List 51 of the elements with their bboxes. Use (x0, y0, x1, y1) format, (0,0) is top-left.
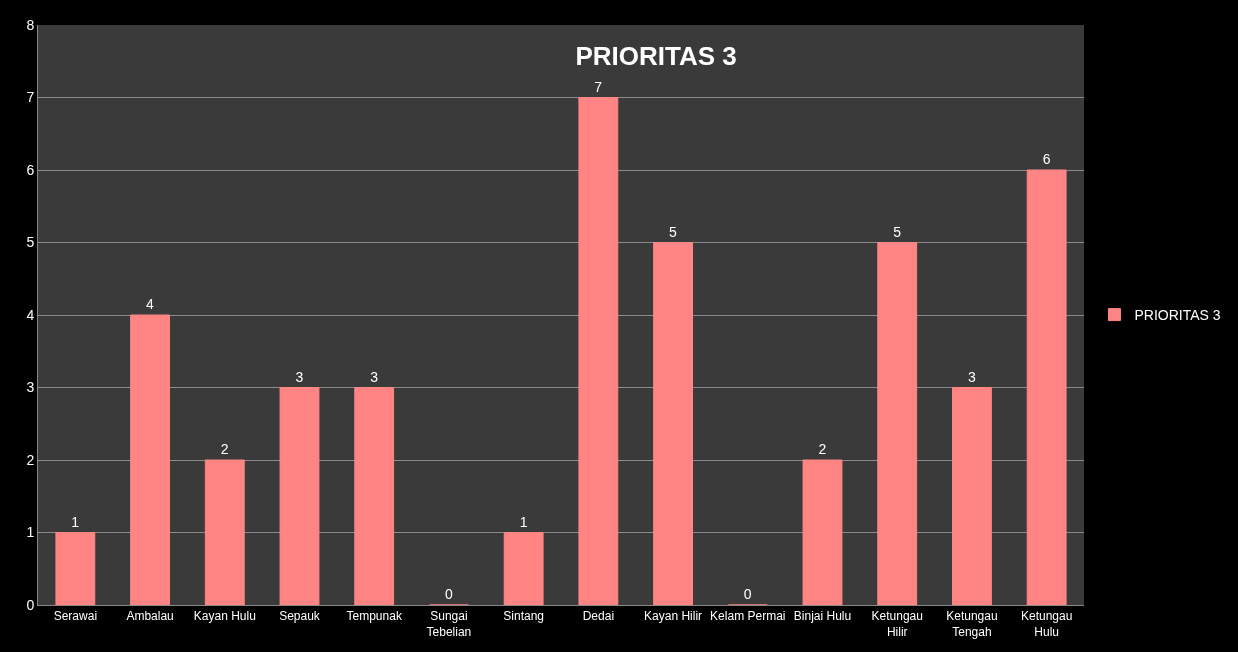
legend-label: PRIORITAS 3 (1134, 307, 1221, 324)
text: PRIORITAS 3 (575, 40, 737, 71)
x-tick-label: Dedai (582, 609, 615, 624)
data-label: 3 (370, 368, 379, 385)
y-tick-label: 8 (26, 16, 35, 33)
x-tick-label: Ambalau (126, 609, 174, 624)
bar (578, 97, 619, 605)
bar (952, 387, 992, 605)
y-tick-label: 4 (26, 306, 35, 323)
x-tick-label: Ketungau Tengah (946, 609, 998, 639)
data-label: 7 (594, 78, 603, 95)
data-label: 2 (220, 441, 229, 457)
y-tick-label: 1 (26, 524, 35, 541)
y-tick-label: 5 (26, 234, 35, 251)
bar (279, 387, 320, 605)
bar (204, 459, 245, 605)
data-label: 3 (295, 368, 304, 385)
bar (1026, 169, 1067, 605)
data-label: 3 (967, 368, 976, 385)
bar (653, 242, 693, 605)
bar (55, 532, 96, 605)
bar (503, 532, 544, 605)
y-tick-label: 3 (26, 379, 35, 396)
x-tick-label: Kayan Hilir (644, 609, 703, 624)
data-label: 2 (818, 441, 827, 457)
x-tick-label: Kelam Permai (710, 609, 786, 624)
data-label: 0 (743, 586, 752, 602)
y-tick-label: 6 (26, 161, 35, 178)
x-tick-label: Tempunak (346, 609, 403, 624)
x-tick-label: Kayan Hulu (193, 609, 256, 624)
bar (354, 387, 395, 605)
data-label: 6 (1042, 151, 1051, 167)
x-tick-label: Serawai (53, 609, 98, 624)
x-tick-label: Sintang (503, 609, 544, 624)
bar (802, 459, 843, 605)
y-tick-label: 7 (26, 89, 35, 106)
data-label: 1 (71, 513, 80, 530)
data-label: 0 (444, 586, 453, 602)
y-tick-label: 0 (26, 596, 35, 613)
x-tick-label: Ketungau Hulu (1020, 609, 1073, 639)
data-label: 4 (146, 296, 155, 312)
x-tick-label: Sepauk (279, 609, 321, 624)
data-label: 1 (519, 513, 528, 530)
bar (877, 242, 918, 605)
x-tick-label: Ketungau Hilir (871, 609, 923, 639)
data-label: 5 (893, 223, 902, 240)
x-tick-label: Sungai Tebelian (426, 609, 472, 639)
data-label: 5 (669, 223, 678, 240)
bar (130, 314, 170, 605)
y-tick-label: 2 (26, 451, 35, 468)
x-tick-label: Binjai Hulu (793, 609, 852, 624)
